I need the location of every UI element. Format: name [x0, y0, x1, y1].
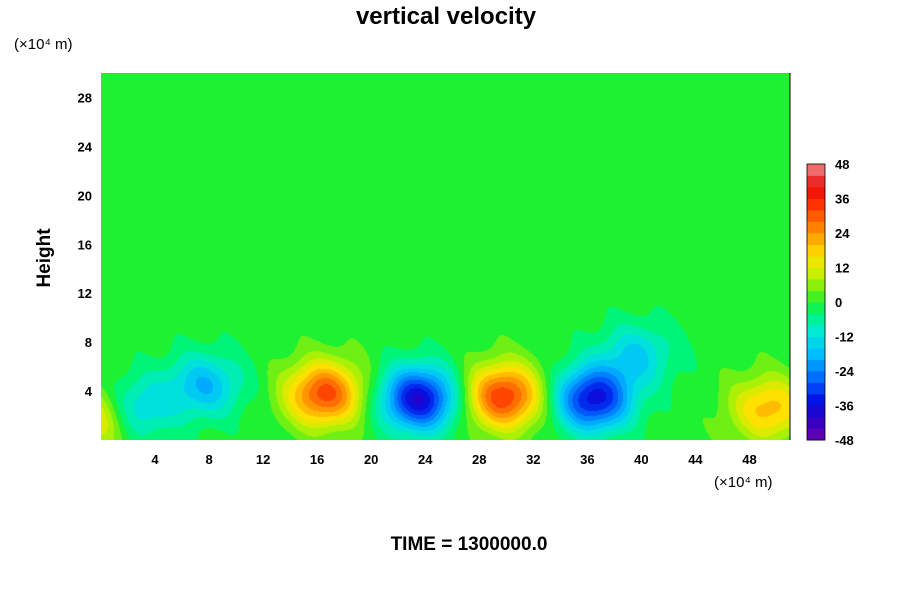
x-tick-label: 48: [742, 452, 756, 467]
colorbar-tick-label: 12: [835, 261, 849, 276]
y-axis-label: Height: [34, 228, 55, 288]
x-tick-label: 12: [256, 452, 270, 467]
colorbar-swatch: [807, 302, 825, 314]
x-tick-label: 40: [634, 452, 648, 467]
x-tick-labels: 4 8 12 16 20 24 28 32 36 40 44 48: [151, 452, 756, 467]
colorbar-swatch: [807, 394, 825, 406]
x-tick-label: 20: [364, 452, 378, 467]
colorbar-swatch: [807, 313, 825, 326]
colorbar-tick-label: -12: [835, 330, 854, 345]
y-tick-labels: 4 8 12 16 20 24 28: [78, 90, 93, 399]
colorbar-swatch: [807, 325, 825, 337]
heatmap-canvas-wrapper: [101, 73, 790, 440]
colorbar-swatch: [807, 164, 825, 176]
y-tick-label: 28: [78, 90, 92, 105]
colorbar-swatch: [807, 359, 825, 372]
colorbar-swatch: [807, 279, 825, 291]
y-unit-label: (×10⁴ m): [14, 36, 73, 53]
x-tick-label: 24: [418, 452, 433, 467]
colorbar-swatch: [807, 348, 825, 360]
y-tick-label: 16: [78, 237, 92, 252]
chart-title: vertical velocity: [356, 3, 537, 30]
y-tick-label: 12: [78, 286, 92, 301]
colorbar-swatch: [807, 233, 825, 245]
colorbar-swatch: [807, 244, 825, 257]
colorbar-swatch: [807, 198, 825, 211]
colorbar-border: [806, 163, 826, 441]
colorbar-tick-label: 36: [835, 192, 849, 207]
x-tick-label: 16: [310, 452, 324, 467]
y-tick-label: 24: [78, 139, 93, 154]
colorbar-swatch: [807, 267, 825, 280]
plot-area: [101, 73, 791, 440]
colorbar-swatch: [807, 187, 825, 199]
x-tick-label: 32: [526, 452, 540, 467]
colorbar-tick-label: 24: [835, 226, 850, 241]
x-tick-label: 44: [688, 452, 703, 467]
colorbar-swatch: [807, 428, 825, 441]
colorbar-swatch: [807, 371, 825, 383]
colorbar-swatch: [807, 417, 825, 429]
x-tick-label: 8: [205, 452, 212, 467]
colorbar-tick-label: -24: [835, 364, 855, 379]
colorbar-tick-label: -48: [835, 433, 854, 448]
colorbar-tick-label: 0: [835, 295, 842, 310]
y-tick-label: 4: [85, 384, 93, 399]
x-tick-label: 4: [151, 452, 159, 467]
colorbar-tick-labels: 48 36 24 12 0 -12 -24 -36 -48: [835, 157, 855, 448]
colorbar-swatch: [807, 221, 825, 234]
colorbar-swatch: [807, 210, 825, 222]
colorbar-tick-label: -36: [835, 399, 854, 414]
x-tick-label: 28: [472, 452, 486, 467]
time-footer: TIME = 1300000.0: [391, 534, 548, 555]
colorbar-swatch: [807, 336, 825, 349]
colorbar-swatch: [807, 382, 825, 395]
colorbar-swatch: [807, 256, 825, 268]
x-unit-label: (×10⁴ m): [714, 474, 773, 491]
x-tick-label: 36: [580, 452, 594, 467]
colorbar-tick-label: 48: [835, 157, 849, 172]
y-tick-label: 20: [78, 188, 92, 203]
colorbar-swatch: [807, 405, 825, 418]
colorbar-swatch: [807, 290, 825, 303]
colorbar-swatch: [807, 175, 825, 188]
heatmap-field: [101, 73, 790, 440]
colorbar: [806, 163, 826, 441]
y-tick-label: 8: [85, 335, 92, 350]
